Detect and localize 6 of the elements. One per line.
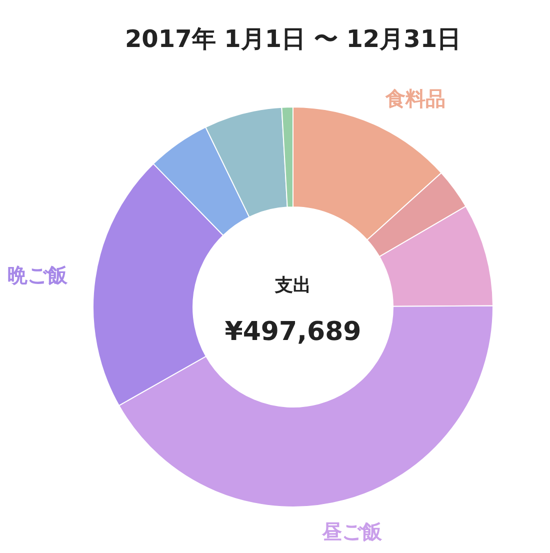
slice-label: 食料品 <box>384 86 446 111</box>
text: 支出 <box>274 275 311 296</box>
chart-title: 2017年 1月1日 〜 12月31日 <box>124 25 462 53</box>
slice-label: 晩ご飯 <box>7 262 68 287</box>
slice-label: 昼ご飯 <box>320 519 383 544</box>
text: ¥497,689 <box>224 317 362 347</box>
